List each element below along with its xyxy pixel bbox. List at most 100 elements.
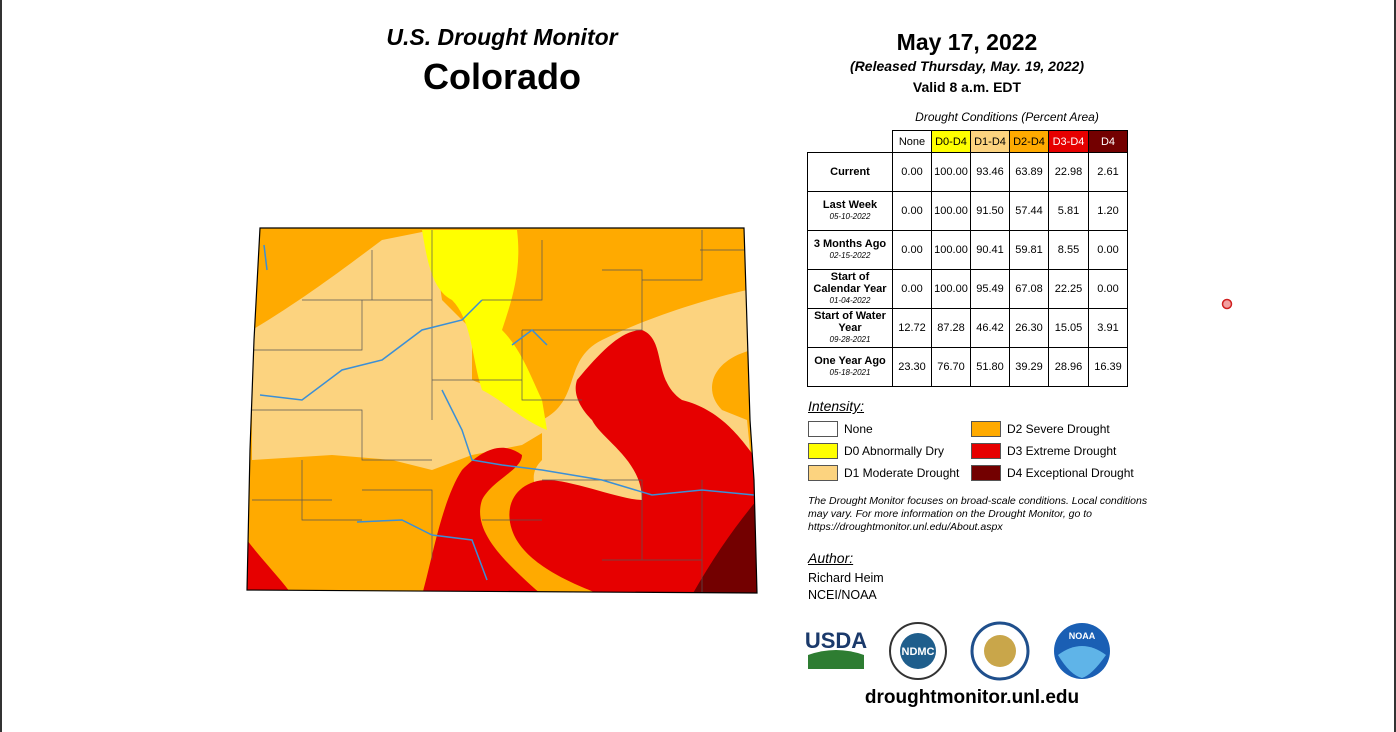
table-cell: 8.55: [1048, 230, 1089, 270]
table-cell: 0.00: [1088, 230, 1128, 270]
program-title: U.S. Drought Monitor: [386, 24, 618, 50]
commerce-seal-core: [984, 635, 1016, 667]
table-cell: 87.28: [931, 308, 971, 348]
table-cell: 100.00: [931, 152, 971, 192]
column-header: None: [892, 130, 932, 153]
table-cell: 0.00: [892, 191, 932, 231]
d3-area: [509, 330, 757, 593]
noaa-wave: [1058, 646, 1106, 678]
map-date: May 17, 2022: [896, 29, 1038, 55]
table-cell: 28.96: [1048, 347, 1089, 387]
cursor-dot: [1221, 298, 1233, 310]
legend-label: D1 Moderate Drought: [844, 466, 960, 480]
legend-item: D0 Abnormally Dry: [808, 443, 944, 459]
row-name: One Year Ago: [814, 355, 886, 367]
table-cell: 100.00: [931, 191, 971, 231]
website: droughtmonitor.unl.edu: [864, 687, 1080, 708]
ndmc-core: [900, 633, 936, 669]
row-name: Last Week: [822, 199, 878, 211]
legend-swatch: [971, 465, 1001, 481]
legend-label: D2 Severe Drought: [1007, 422, 1110, 436]
author-org: NCEI/NOAA: [808, 588, 877, 602]
table-cell: 1.20: [1088, 191, 1128, 231]
table-cell: 3.91: [1088, 308, 1128, 348]
table-cell: 51.80: [970, 347, 1010, 387]
d3-area: [422, 447, 542, 593]
table-cell: 57.44: [1009, 191, 1049, 231]
row-name: 3 Months Ago: [813, 238, 887, 250]
table-cell: 91.50: [970, 191, 1010, 231]
table-cell: 22.25: [1048, 269, 1089, 309]
ndmc-logo: NDMC: [902, 646, 935, 658]
table-cell: 59.81: [1009, 230, 1049, 270]
legend-label: D4 Exceptional Drought: [1007, 466, 1134, 480]
legend-swatch: [808, 421, 838, 437]
column-header: D3-D4: [1048, 130, 1089, 153]
legend-item: None: [808, 421, 873, 437]
usda-mark: [808, 650, 864, 669]
legend-swatch: [971, 421, 1001, 437]
row-name: Start of Calendar Year: [813, 271, 887, 295]
d3-area: [247, 540, 292, 593]
valid-time: Valid 8 a.m. EDT: [912, 79, 1022, 95]
row-label: Start of Water Year 09-28-2021: [807, 308, 893, 348]
table-cell: 2.61: [1088, 152, 1128, 192]
table-cell: 95.49: [970, 269, 1010, 309]
drought-areas: [247, 228, 757, 593]
usda-logo: USDA: [805, 628, 867, 653]
release-date: (Released Thursday, May. 19, 2022): [850, 58, 1084, 74]
table-cell: 0.00: [892, 230, 932, 270]
logos: USDA NDMC NOAA: [805, 621, 1110, 681]
row-date: 05-18-2021: [829, 368, 871, 377]
noaa-logo: NOAA: [1069, 631, 1096, 641]
column-header: D0-D4: [931, 130, 971, 153]
table-cell: 100.00: [931, 230, 971, 270]
author-title: Author:: [808, 550, 854, 566]
table-caption: Drought Conditions (Percent Area): [915, 110, 1099, 124]
row-label: Start of Calendar Year 01-04-2022: [807, 269, 893, 309]
row-name: Current: [830, 166, 870, 178]
table-cell: 90.41: [970, 230, 1010, 270]
column-header: D1-D4: [970, 130, 1010, 153]
legend-title: Intensity:: [808, 398, 865, 414]
table-cell: 0.00: [892, 152, 932, 192]
table-cell: 100.00: [931, 269, 971, 309]
row-date: 05-10-2022: [829, 212, 871, 221]
table-cell: 63.89: [1009, 152, 1049, 192]
table-cell: 12.72: [892, 308, 932, 348]
table-cell: 67.08: [1009, 269, 1049, 309]
county-lines: [252, 230, 744, 593]
table-cell: 76.70: [931, 347, 971, 387]
state-title: Colorado: [423, 56, 581, 97]
table-cell: 0.00: [1088, 269, 1128, 309]
table-cell: 16.39: [1088, 347, 1128, 387]
author-name: Richard Heim: [808, 571, 884, 585]
row-label: Current: [807, 152, 893, 192]
legend-label: None: [844, 422, 873, 436]
table-cell: 15.05: [1048, 308, 1089, 348]
table-cell: 93.46: [970, 152, 1010, 192]
table-cell: 0.00: [892, 269, 932, 309]
table-cell: 39.29: [1009, 347, 1049, 387]
table-cell: 46.42: [970, 308, 1010, 348]
map: [246, 227, 758, 594]
legend-swatch: [808, 465, 838, 481]
table-cell: 23.30: [892, 347, 932, 387]
row-label: One Year Ago 05-18-2021: [807, 347, 893, 387]
note: The Drought Monitor focuses on broad-sca…: [808, 495, 1148, 533]
row-label: Last Week 05-10-2022: [807, 191, 893, 231]
row-date: 01-04-2022: [829, 296, 871, 305]
legend-item: D1 Moderate Drought: [808, 465, 959, 481]
legend-item: D2 Severe Drought: [971, 421, 1110, 437]
author: Richard Heim NCEI/NOAA: [808, 570, 884, 604]
table-cell: 5.81: [1048, 191, 1089, 231]
rivers: [259, 244, 755, 581]
legend-item: D4 Exceptional Drought: [971, 465, 1134, 481]
column-header: D2-D4: [1009, 130, 1049, 153]
state-outline: [246, 227, 758, 594]
row-label: 3 Months Ago 02-15-2022: [807, 230, 893, 270]
d4-area: [692, 500, 757, 593]
row-date: 02-15-2022: [829, 251, 871, 260]
column-header: D4: [1088, 130, 1128, 153]
